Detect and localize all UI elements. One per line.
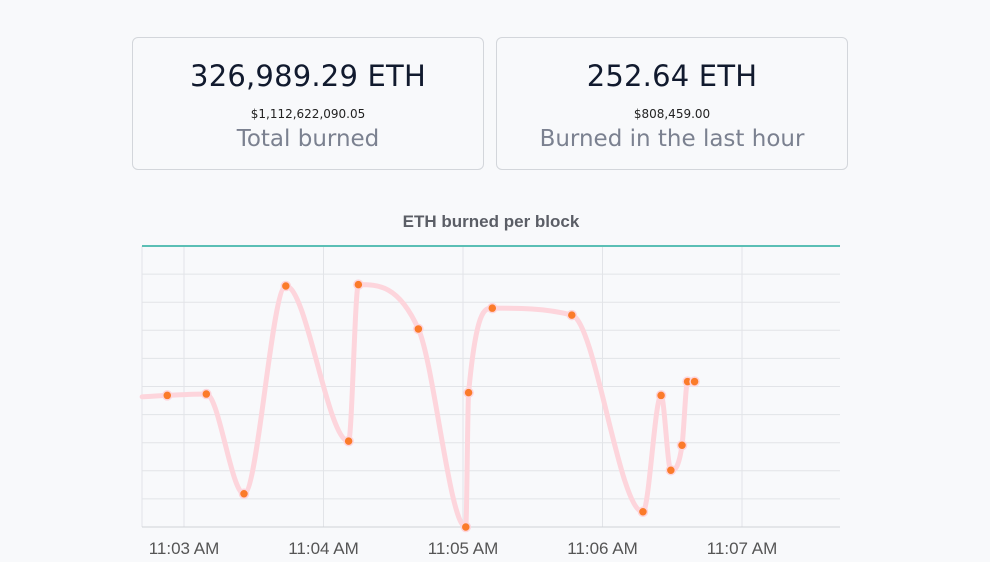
data-point: [201, 388, 212, 400]
data-point: [487, 302, 498, 314]
total-burned-card: 326,989.29 ETH $1,112,622,090.05 Total b…: [132, 37, 484, 170]
x-tick-label: 11:07 AM: [707, 539, 778, 558]
chart-title: ETH burned per block: [402, 212, 580, 231]
data-point: [637, 506, 649, 518]
data-point: [463, 387, 474, 398]
data-point: [566, 309, 578, 321]
total-burned-usd: $1,112,622,090.05: [250, 107, 366, 121]
data-point: [343, 435, 354, 447]
x-tick-label: 11:03 AM: [149, 539, 220, 558]
data-point: [665, 464, 677, 476]
data-point: [676, 440, 688, 451]
data-point: [162, 390, 173, 401]
x-tick-label: 11:04 AM: [288, 539, 359, 558]
x-tick-label: 11:06 AM: [567, 539, 638, 558]
last-hour-label: Burned in the last hour: [539, 126, 805, 152]
last-hour-amount: 252.64 ETH: [586, 59, 758, 93]
last-hour-card: 252.64 ETH $808,459.00 Burned in the las…: [496, 37, 848, 170]
data-point: [238, 488, 250, 500]
x-tick-label: 11:05 AM: [428, 539, 499, 558]
data-point: [353, 279, 364, 290]
data-point: [689, 376, 700, 387]
total-burned-amount: 326,989.29 ETH: [190, 59, 426, 93]
total-burned-label: Total burned: [236, 126, 380, 152]
data-point: [280, 280, 292, 292]
data-point: [460, 521, 472, 533]
data-point: [413, 323, 424, 335]
data-point: [655, 390, 667, 401]
last-hour-usd: $808,459.00: [633, 107, 711, 121]
series-line: [139, 282, 698, 530]
